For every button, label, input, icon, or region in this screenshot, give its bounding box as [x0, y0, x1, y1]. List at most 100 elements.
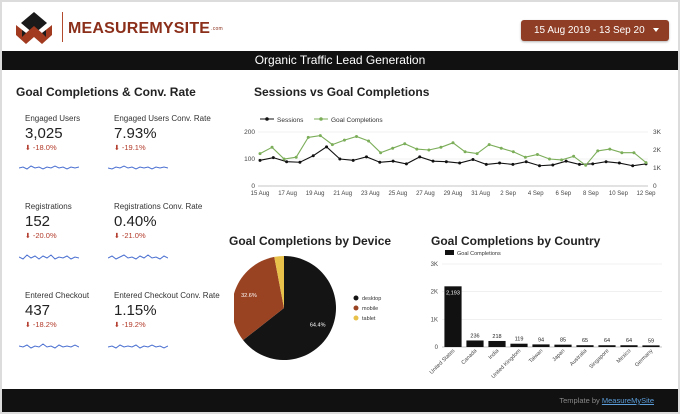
sessions-point	[364, 155, 368, 159]
date-range-label: 15 Aug 2019 - 13 Sep 20	[534, 25, 645, 36]
sessions-point	[591, 162, 595, 166]
kpi-value: 1.15%	[114, 302, 157, 319]
sessions-point	[484, 162, 488, 166]
x-tick-label: 25 Aug	[389, 191, 408, 197]
kpi-label: Registrations Conv. Rate	[114, 202, 203, 211]
bar-united-kingdom	[510, 343, 528, 347]
sessions-point	[338, 157, 342, 161]
goal-completions-point	[511, 150, 515, 154]
goal-completions-point	[523, 155, 527, 159]
sessions-vs-goals-chart: Sessions Goal Completions 0 100 200 0 1K 2K 3K…	[244, 117, 662, 197]
legend-goal-completions: Goal Completions	[457, 251, 501, 257]
y-right-tick-label: 1K	[653, 165, 662, 172]
goal-completions-point	[306, 135, 310, 139]
x-tick-label: 17 Aug	[278, 191, 297, 197]
sessions-point	[564, 159, 568, 163]
goal-completions-point	[560, 158, 564, 162]
x-tick-label: Australia	[569, 348, 589, 368]
kpi-entered-checkout: Entered Checkout 437 ⬇ -18.2%	[25, 291, 135, 329]
goal-completions-point	[355, 135, 358, 138]
goal-completions-point	[282, 157, 286, 161]
footer-credit: Template by MeasureMySite	[559, 396, 654, 405]
goal-completions-point	[499, 146, 503, 150]
page-title: Organic Traffic Lead Generation	[2, 51, 678, 70]
legend-goal-completions: Goal Completions	[331, 117, 383, 124]
goal-completions-point	[620, 151, 624, 155]
sparkline-entered-checkout	[19, 343, 79, 349]
legend-mobile: mobile	[362, 306, 378, 312]
measuremysite-link[interactable]: MeasureMySite	[601, 396, 654, 405]
kpi-delta: ⬇ -20.0%	[25, 231, 57, 240]
kpi-delta: ⬇ -18.2%	[25, 320, 57, 329]
x-tick-label: Japan	[552, 348, 567, 363]
country-chart-title: Goal Completions by Country	[431, 234, 601, 248]
goal-completions-point	[367, 139, 371, 143]
kpi-value: 437	[25, 302, 51, 319]
goal-completions-point	[318, 134, 322, 138]
x-tick-label: United States	[429, 348, 457, 376]
goal-completions-point	[391, 146, 395, 150]
goal-completions-point	[270, 145, 274, 149]
sparkline-registrations-rate	[108, 254, 168, 260]
goal-completions-point	[330, 143, 334, 147]
footer: Template by MeasureMySite	[2, 389, 678, 412]
x-tick-label: 6 Sep	[555, 191, 571, 197]
x-tick-label: 21 Aug	[333, 191, 352, 197]
y-tick-label: 0	[435, 345, 439, 351]
bar-united-states	[444, 286, 462, 347]
device-pie-chart: 64.4% 32.6% desktop mobile tablet	[234, 256, 381, 360]
bar-data-label: 119	[515, 337, 524, 343]
arrow-down-icon: ⬇	[25, 145, 31, 152]
bar-data-label: 218	[492, 334, 501, 340]
goal-completions-point	[451, 141, 455, 145]
goal-completions-line	[259, 135, 647, 167]
goal-completions-point	[475, 152, 479, 156]
bar-data-label: 94	[538, 337, 544, 343]
sparkline-registrations	[19, 254, 79, 260]
y-right-tick-label: 0	[653, 183, 657, 190]
y-left-tick-label: 0	[251, 183, 255, 190]
date-range-picker[interactable]: 15 Aug 2019 - 13 Sep 20	[521, 20, 669, 41]
x-tick-label: 15 Aug	[251, 191, 270, 197]
kpi-value: 7.93%	[114, 125, 157, 142]
sessions-point	[298, 160, 302, 164]
sparkline-engaged-users-rate	[108, 165, 168, 170]
goal-completions-point	[644, 161, 648, 165]
x-tick-label: Mexico	[616, 348, 633, 365]
goal-completions-point	[608, 147, 612, 151]
country-bar-chart: Goal Completions 0 1K 2K 3K 2,193 United Stat…	[429, 250, 662, 380]
y-right-tick-label: 2K	[653, 147, 662, 154]
kpi-label: Engaged Users	[25, 114, 81, 123]
bar-data-label: 65	[582, 338, 588, 344]
sessions-point	[258, 158, 262, 162]
caret-down-icon	[653, 28, 659, 32]
sessions-point	[551, 163, 555, 167]
sessions-point	[498, 161, 502, 165]
legend-tablet: tablet	[362, 316, 376, 322]
goal-completions-point	[439, 145, 443, 149]
bar-canada	[466, 340, 484, 347]
x-tick-label: 19 Aug	[306, 191, 325, 197]
kpi-delta: ⬇ -18.0%	[25, 143, 57, 152]
kpi-label: Engaged Users Conv. Rate	[114, 114, 211, 123]
bar-data-label: 2,193	[446, 290, 460, 296]
goal-completions-point	[584, 163, 588, 167]
goal-completions-point	[415, 147, 419, 151]
bar-singapore	[598, 345, 616, 347]
goal-completions-point	[572, 154, 576, 158]
y-tick-label: 2K	[431, 290, 438, 296]
goal-section-title: Goal Completions & Conv. Rate	[16, 85, 196, 99]
x-tick-label: Germany	[634, 348, 654, 368]
bar-australia	[576, 345, 594, 347]
y-tick-label: 3K	[431, 262, 438, 268]
sessions-point	[351, 158, 355, 162]
sessions-point	[511, 162, 515, 166]
bar-india	[488, 340, 506, 347]
bar-data-label: 64	[626, 338, 632, 344]
x-tick-label: 23 Aug	[361, 191, 380, 197]
goal-completions-point	[548, 157, 551, 161]
x-tick-label: 10 Sep	[609, 191, 629, 197]
x-tick-label: Singapore	[588, 348, 610, 370]
x-tick-label: 31 Aug	[471, 191, 490, 197]
brand-name: MEASUREMYSITE.com	[68, 20, 223, 37]
